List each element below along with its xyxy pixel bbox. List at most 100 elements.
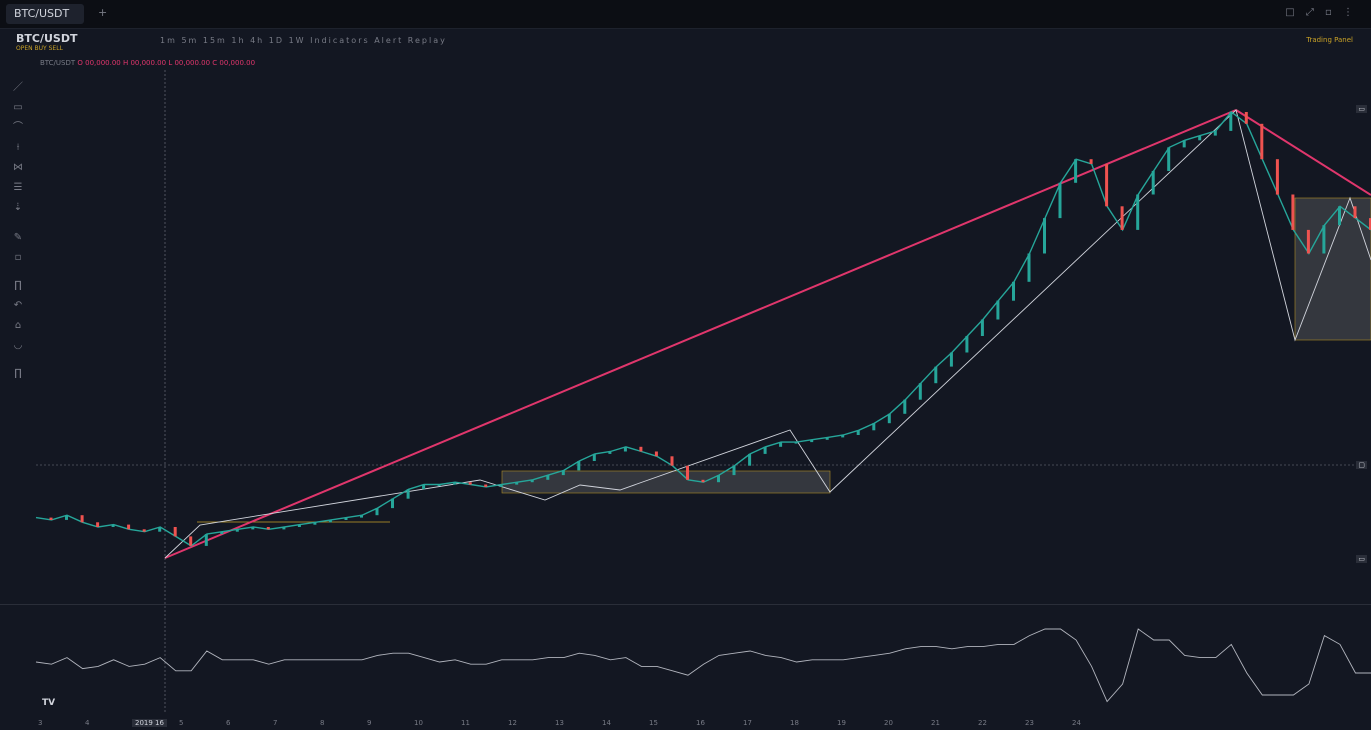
range-zone-1[interactable] [501,470,831,494]
candles-group [49,112,1371,546]
candle [670,456,674,466]
trendline-up[interactable] [164,109,1237,559]
toolbar-item-4[interactable]: 4h [250,36,269,45]
pitchfork-icon[interactable]: ⟊ [16,142,20,153]
candle [872,423,876,431]
candle [996,300,1000,320]
drawing-toolbar: ／ ▭ ⌒ ⟊ ⋈ ☰ ⇣ ✎ ▫ ∏ ↶ ⌂ ◡ ∏ [0,70,34,390]
toolbar-item-2[interactable]: 15m [202,36,232,45]
time-label: 17 [743,719,752,727]
time-label: 19 [837,719,846,727]
zigzag-pattern[interactable] [164,109,1371,559]
time-axis[interactable]: 3 4 2019 16 5 6 7 8 9 10 11 12 13 14 15 16 17 18 19 20 21 22… [0,716,1371,730]
candle [577,461,581,471]
candle [949,352,953,367]
candle [592,453,596,461]
candle [251,527,255,530]
candle [623,446,627,452]
crosshair-icon[interactable]: ／ [13,82,23,93]
candle [1369,218,1371,230]
time-label: 18 [790,719,799,727]
candle [825,437,829,440]
toolbar-item-5[interactable]: 1D [268,36,289,45]
candle [887,413,891,424]
candle [111,524,115,527]
time-label: 3 [38,719,43,727]
toolbar-item-1[interactable]: 5m [181,36,203,45]
candle [173,527,177,537]
trading-panel-button[interactable]: Trading Panel [1306,36,1353,44]
candle [717,475,720,483]
candle [1198,135,1202,141]
candle [1012,281,1015,301]
candle [235,529,239,532]
tab-btc-usdt[interactable]: BTC/USDT [6,4,84,24]
pattern-icon[interactable]: ⋈ [13,162,23,173]
candle [1229,112,1233,131]
toolbar-item-6[interactable]: 1W [288,36,311,45]
candle [375,508,379,516]
toolbar-items[interactable]: 1m 5m 15m 1h 4h 1D 1W Indicators Alert R… [160,36,447,45]
ruler-icon[interactable]: ∏ [14,280,22,291]
lock-icon[interactable]: ⌂ [14,320,22,331]
toolbar-item-3[interactable]: 1h [231,36,251,45]
trendline-icon[interactable]: ▭ [13,102,23,113]
candle [965,336,969,353]
brush-icon[interactable]: ✎ [13,232,23,243]
candle [96,522,100,527]
toolbar-item-9[interactable]: Replay [407,36,447,45]
window-controls[interactable]: □ ⤢ ▫ ⋮ [1285,7,1357,18]
candle [158,527,162,532]
candle [49,517,53,520]
candle [437,484,441,486]
candle [1338,206,1341,226]
candle [608,451,612,454]
text-icon[interactable]: ▫ [14,252,22,263]
candle [841,435,845,438]
candle [1260,123,1264,160]
candle [220,531,224,535]
time-label: 4 [85,719,90,727]
candle [686,465,689,480]
candle [763,446,767,454]
symbol-name[interactable]: BTC/USDT [16,32,78,45]
candle [1089,159,1093,164]
arrow-icon[interactable]: ⇣ [13,202,23,213]
eye-icon[interactable]: ◡ [13,340,23,351]
trendline-down[interactable] [1235,109,1371,196]
window-titlebar: BTC/USDT + □ ⤢ ▫ ⋮ [0,0,1371,29]
time-label: 23 [1025,719,1034,727]
candle [903,399,907,414]
symbol-toolbar: BTC/USDT OPEN BUY SELL 1m 5m 15m 1h 4h 1… [0,29,1371,53]
fib-icon[interactable]: ⌒ [13,122,23,133]
time-label: 12 [508,719,517,727]
time-label: 21 [931,719,940,727]
candle [515,482,519,485]
price-series-line [35,111,1371,547]
candle [1306,229,1310,254]
candle [732,465,736,476]
new-tab-button[interactable]: + [98,6,108,19]
candle [282,527,286,530]
time-label: 9 [367,719,372,727]
trash-icon[interactable]: ∏ [14,368,22,379]
range-zone-2[interactable] [1294,197,1371,341]
measure-icon[interactable]: ☰ [13,182,23,193]
magnet-icon[interactable]: ↶ [13,300,23,311]
toolbar-item-7[interactable]: Indicators [310,36,375,45]
pane-separator[interactable] [0,604,1371,605]
candle [1027,253,1031,282]
candle [422,484,426,490]
candle [468,482,472,485]
candle [1322,225,1326,254]
toolbar-item-8[interactable]: Alert [374,36,408,45]
candle [328,519,332,523]
ohlc-values: O 00,000.00 H 00,000.00 L 00,000.00 C 00… [77,59,256,67]
candle [810,439,814,443]
ohlc-prefix: BTC/USDT [40,59,76,67]
candle [701,479,705,483]
toolbar-item-0[interactable]: 1m [160,36,182,45]
time-label: 24 [1072,719,1081,727]
candle [530,479,534,483]
